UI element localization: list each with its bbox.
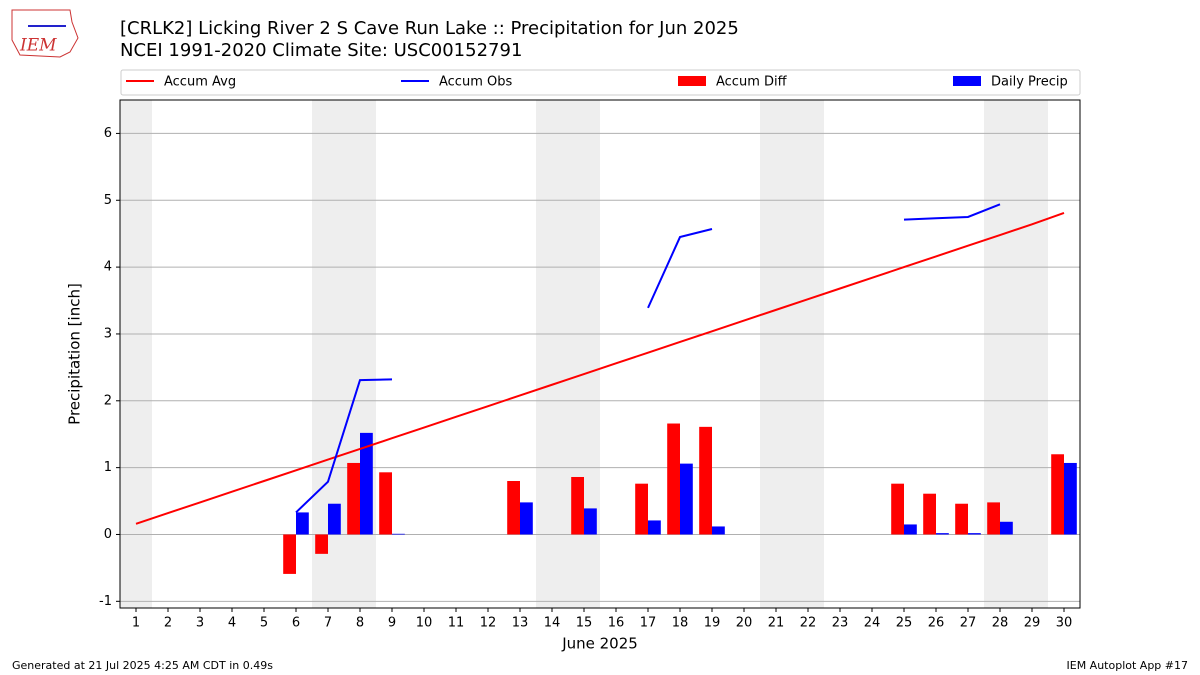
bar (968, 533, 981, 535)
bar (648, 520, 661, 535)
legend-label: Accum Avg (164, 75, 236, 90)
x-tick-label: 21 (768, 616, 785, 631)
x-tick-label: 1 (132, 616, 140, 631)
bar (891, 483, 904, 535)
y-tick-label: 2 (104, 393, 112, 408)
x-tick-label: 26 (928, 616, 945, 631)
bar (571, 476, 584, 535)
bar (347, 462, 360, 535)
bar (923, 493, 936, 535)
bar (360, 432, 373, 535)
x-tick-label: 5 (260, 616, 268, 631)
y-tick-label: -1 (99, 594, 112, 609)
x-tick-label: 8 (356, 616, 364, 631)
bar (584, 508, 597, 535)
bar (379, 472, 392, 535)
bar (936, 533, 949, 535)
x-tick-label: 22 (800, 616, 817, 631)
legend-label: Accum Diff (716, 75, 788, 90)
x-tick-label: 28 (992, 616, 1009, 631)
x-tick-label: 7 (324, 616, 332, 631)
x-tick-label: 11 (448, 616, 465, 631)
x-tick-label: 25 (896, 616, 913, 631)
x-tick-label: 16 (608, 616, 625, 631)
chart-title: [CRLK2] Licking River 2 S Cave Run Lake … (120, 18, 739, 39)
bar (296, 512, 309, 535)
x-tick-label: 4 (228, 616, 236, 631)
bar (507, 481, 520, 535)
x-tick-label: 13 (512, 616, 529, 631)
logo-text: IEM (19, 36, 57, 56)
y-tick-label: 4 (104, 260, 112, 275)
bar (904, 524, 917, 535)
bar (712, 526, 725, 535)
legend-swatch (678, 76, 706, 86)
bar (392, 533, 405, 535)
logo-outline (11, 9, 79, 58)
x-tick-label: 29 (1024, 616, 1041, 631)
bar (1051, 454, 1064, 535)
chart-subtitle: NCEI 1991-2020 Climate Site: USC00152791 (120, 40, 522, 61)
y-tick-label: 5 (104, 193, 112, 208)
bar (667, 423, 680, 535)
bar (955, 503, 968, 535)
weekend-band (792, 100, 824, 608)
line (135, 212, 1065, 525)
x-tick-label: 2 (164, 616, 172, 631)
bar (987, 502, 1000, 535)
x-tick-label: 17 (640, 616, 657, 631)
bar (283, 534, 296, 574)
x-axis-label: June 2025 (561, 635, 638, 653)
weekend-band (120, 100, 152, 608)
legend-box (120, 69, 1081, 96)
x-tick-label: 30 (1056, 616, 1073, 631)
logo: IEM (11, 9, 79, 58)
x-tick-label: 15 (576, 616, 593, 631)
bar (315, 534, 328, 554)
weekend-band (536, 100, 568, 608)
x-tick-label: 24 (864, 616, 881, 631)
bar (328, 503, 341, 535)
x-tick-label: 27 (960, 616, 977, 631)
bar (635, 483, 648, 535)
legend-swatch (953, 76, 981, 86)
legend-label: Daily Precip (991, 75, 1068, 90)
x-tick-label: 18 (672, 616, 689, 631)
x-tick-label: 3 (196, 616, 204, 631)
plot-frame (119, 99, 1081, 609)
x-tick-label: 12 (480, 616, 497, 631)
x-tick-label: 9 (388, 616, 396, 631)
footer-left: Generated at 21 Jul 2025 4:25 AM CDT in … (12, 659, 273, 672)
x-tick-label: 19 (704, 616, 721, 631)
x-tick-label: 14 (544, 616, 561, 631)
legend-label: Accum Obs (439, 75, 512, 90)
x-tick-label: 10 (416, 616, 433, 631)
weekend-band (760, 100, 792, 608)
bar (1000, 521, 1013, 535)
y-tick-label: 6 (104, 126, 112, 141)
x-tick-label: 23 (832, 616, 849, 631)
bar (1064, 462, 1077, 535)
x-tick-label: 6 (292, 616, 300, 631)
y-axis-label: Precipitation [inch] (66, 283, 84, 425)
x-tick-label: 20 (736, 616, 753, 631)
line (295, 203, 1001, 514)
footer-right: IEM Autoplot App #17 (1067, 659, 1189, 672)
bar (699, 426, 712, 535)
y-tick-label: 3 (104, 326, 112, 341)
weekend-band (1016, 100, 1048, 608)
bar (680, 463, 693, 535)
y-tick-label: 0 (104, 527, 112, 542)
y-tick-label: 1 (104, 460, 112, 475)
bar (520, 502, 533, 535)
